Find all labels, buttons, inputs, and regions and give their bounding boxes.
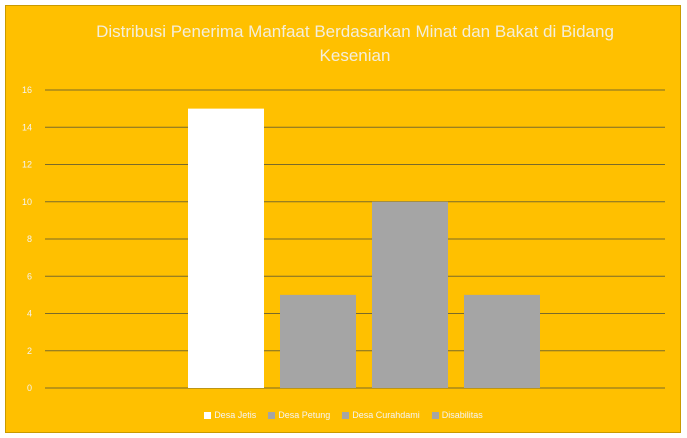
- bar-desa-jetis: [188, 108, 264, 388]
- y-tick-label: 2: [27, 346, 32, 356]
- legend-label: Disabilitas: [441, 410, 483, 420]
- legend-swatch: [342, 411, 350, 419]
- y-tick-label: 0: [27, 383, 32, 393]
- legend-label: Desa Curahdami: [352, 410, 420, 420]
- y-tick-label: 10: [22, 197, 32, 207]
- y-tick-label: 6: [27, 271, 32, 281]
- bar-desa-curahdami: [372, 201, 448, 388]
- legend-swatch: [268, 411, 276, 419]
- bars: [188, 108, 540, 388]
- legend-item: Desa Curahdami: [342, 410, 420, 420]
- chart-title: Distribusi Penerima Manfaat Berdasarkan …: [96, 22, 614, 65]
- y-tick-label: 4: [27, 309, 32, 319]
- legend-item: Desa Jetis: [204, 410, 256, 420]
- y-tick-label: 8: [27, 234, 32, 244]
- legend-swatch: [204, 411, 212, 419]
- legend: Desa Jetis Desa Petung Desa Curahdami Disab…: [0, 410, 687, 420]
- legend-swatch: [431, 411, 439, 419]
- legend-label: Desa Petung: [278, 410, 331, 420]
- legend-item: Desa Petung: [268, 410, 330, 420]
- y-axis-ticks: 0 2 4 6 8 10 12 14 16: [22, 85, 32, 393]
- legend-item: Disabilitas: [431, 410, 483, 420]
- y-tick-label: 12: [22, 160, 32, 170]
- y-tick-label: 16: [22, 85, 32, 95]
- bar-disabilitas: [464, 294, 540, 388]
- bar-desa-petung: [280, 294, 356, 388]
- y-tick-label: 14: [22, 122, 32, 132]
- legend-label: Desa Jetis: [214, 410, 257, 420]
